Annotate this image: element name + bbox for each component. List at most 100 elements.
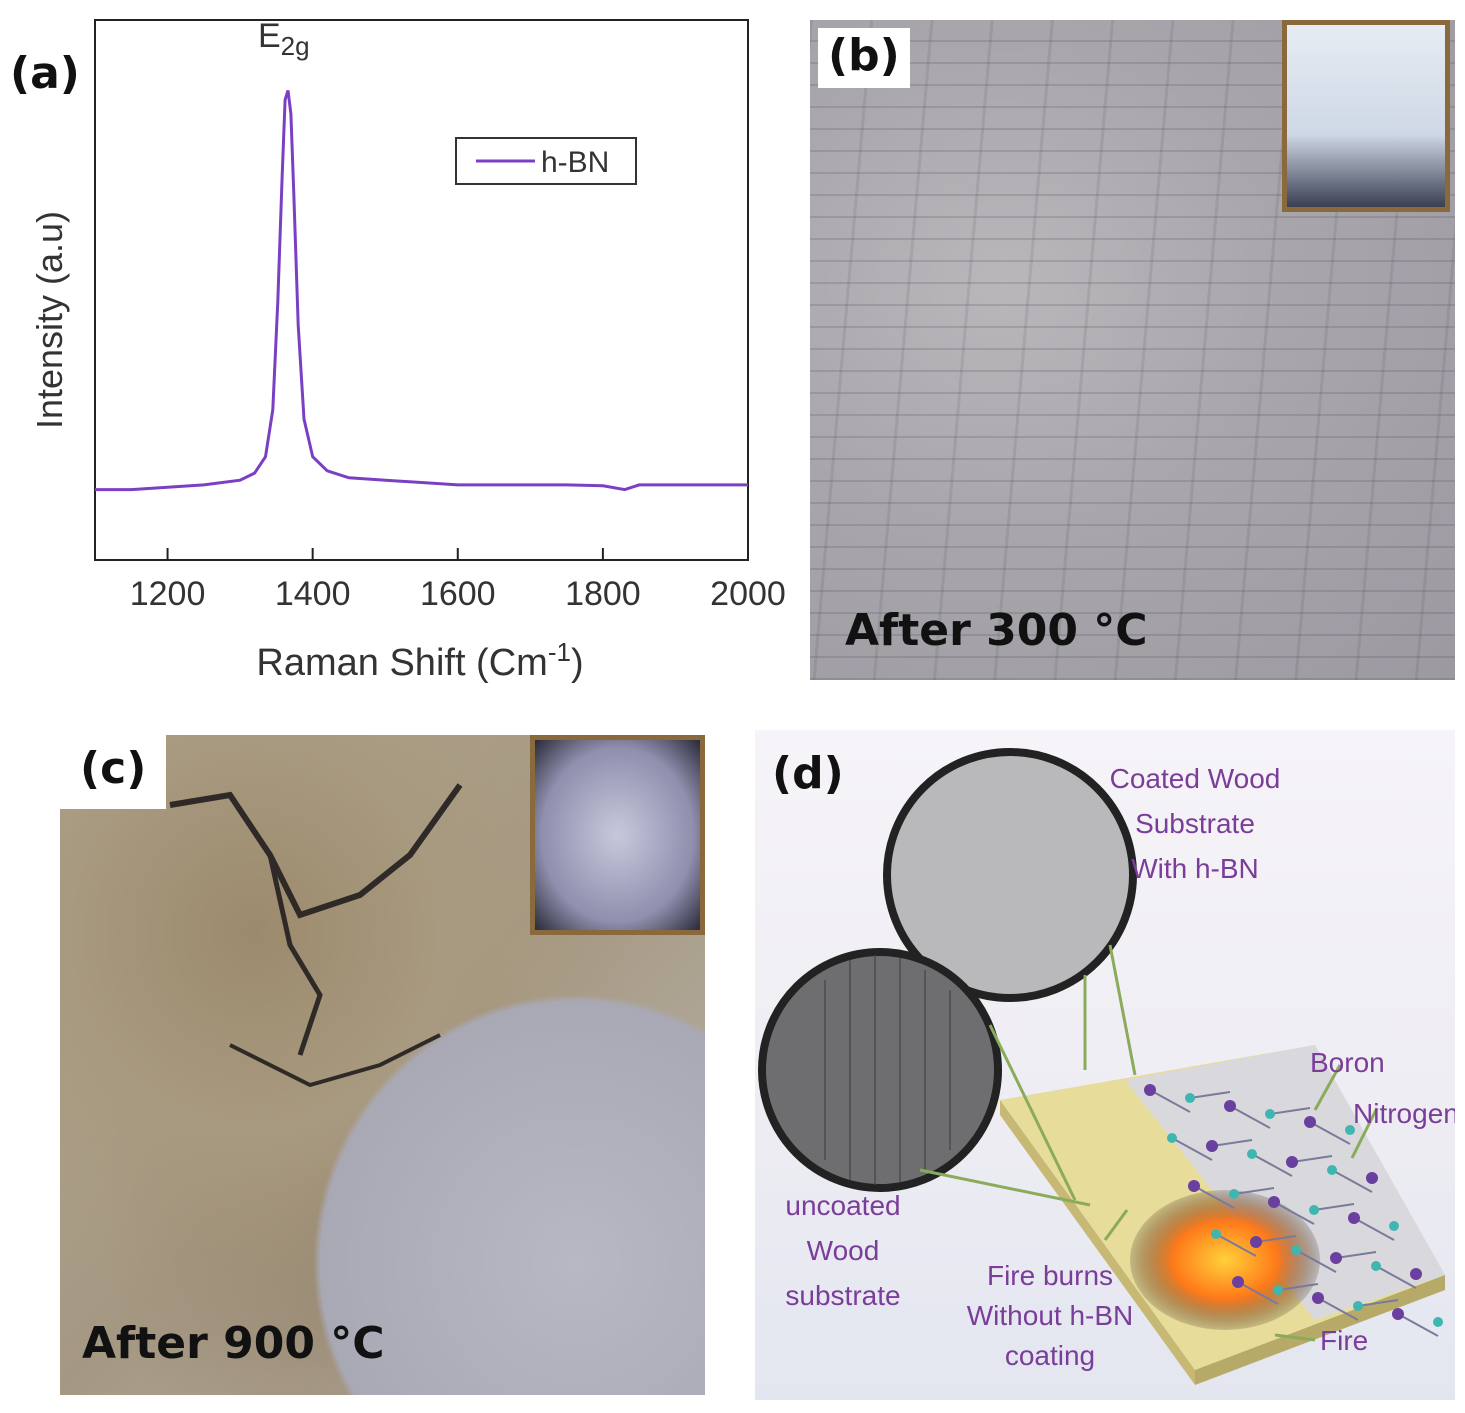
nitrogen-atom bbox=[1265, 1109, 1275, 1119]
caption-after-300: After 300 °C bbox=[845, 605, 1148, 656]
atom-bond bbox=[1277, 1283, 1319, 1291]
svg-text:Fire burns: Fire burns bbox=[987, 1260, 1113, 1291]
atom-bond bbox=[1357, 1299, 1399, 1307]
label-fire-burns: Fire burns Without h-BN coating bbox=[967, 1260, 1134, 1371]
panel-label-a: (a) bbox=[10, 48, 80, 99]
svg-text:Substrate: Substrate bbox=[1135, 808, 1255, 839]
svg-text:uncoated: uncoated bbox=[785, 1190, 900, 1221]
nitrogen-atom bbox=[1291, 1245, 1301, 1255]
svg-text:Wood: Wood bbox=[807, 1235, 880, 1266]
panel-label-b: (b) bbox=[818, 28, 910, 88]
x-tick-label: 1800 bbox=[565, 575, 641, 613]
plot-frame bbox=[94, 19, 749, 561]
atom-bond bbox=[1273, 1201, 1315, 1225]
atom-bond bbox=[1189, 1091, 1231, 1099]
boron-atom bbox=[1392, 1308, 1404, 1320]
atom-bond bbox=[1171, 1137, 1213, 1161]
boron-atom bbox=[1304, 1116, 1316, 1128]
inset-sample-300 bbox=[1282, 20, 1450, 212]
boron-atom bbox=[1268, 1196, 1280, 1208]
svg-text:Coated Wood: Coated Wood bbox=[1110, 763, 1281, 794]
nitrogen-atom bbox=[1389, 1221, 1399, 1231]
panel-label-d: (d) bbox=[772, 748, 844, 799]
boron-atom bbox=[1232, 1276, 1244, 1288]
caption-after-900: After 900 °C bbox=[82, 1318, 385, 1369]
x-axis-label: Raman Shift (Cm-1) bbox=[256, 637, 583, 684]
boron-atom bbox=[1206, 1140, 1218, 1152]
atom-bond bbox=[1229, 1105, 1271, 1129]
boron-atom bbox=[1188, 1180, 1200, 1192]
x-tick-label: 1400 bbox=[275, 575, 351, 613]
svg-text:substrate: substrate bbox=[785, 1280, 900, 1311]
atom-bond bbox=[1317, 1297, 1359, 1321]
nitrogen-atom bbox=[1353, 1301, 1363, 1311]
x-tick-label: 1200 bbox=[130, 575, 206, 613]
panel-label-c: (c) bbox=[60, 735, 167, 809]
label-coated-wood: Coated Wood Substrate With h-BN bbox=[1110, 763, 1281, 884]
x-tick-label: 1600 bbox=[420, 575, 496, 613]
label-uncoated-wood: uncoated Wood substrate bbox=[785, 1190, 900, 1311]
atom-bond bbox=[1255, 1235, 1297, 1243]
boron-atom bbox=[1224, 1100, 1236, 1112]
atom-bond bbox=[1291, 1155, 1333, 1163]
label-boron: Boron bbox=[1310, 1047, 1385, 1078]
uncoated-sem-circle bbox=[758, 948, 1002, 1192]
nitrogen-atom bbox=[1371, 1261, 1381, 1271]
diagram-drawing: Coated Wood Substrate With h-BN uncoated… bbox=[758, 748, 1455, 1385]
atom-bond bbox=[1193, 1185, 1235, 1209]
nitrogen-atom bbox=[1433, 1317, 1443, 1327]
inset-sample-900 bbox=[530, 735, 705, 935]
x-tick-label: 2000 bbox=[710, 575, 786, 613]
atom-bond bbox=[1375, 1265, 1417, 1289]
nitrogen-atom bbox=[1273, 1285, 1283, 1295]
atom-bond bbox=[1269, 1107, 1311, 1115]
nitrogen-atom bbox=[1327, 1165, 1337, 1175]
boron-atom bbox=[1366, 1172, 1378, 1184]
legend-label: h-BN bbox=[541, 146, 609, 179]
boron-atom bbox=[1330, 1252, 1342, 1264]
nitrogen-atom bbox=[1345, 1125, 1355, 1135]
photo-after-900 bbox=[60, 735, 705, 1395]
atom-bond bbox=[1309, 1121, 1351, 1145]
atom-bond bbox=[1313, 1203, 1355, 1211]
boron-atom bbox=[1312, 1292, 1324, 1304]
atom-bond bbox=[1211, 1139, 1253, 1147]
atom-bond bbox=[1233, 1187, 1275, 1195]
svg-text:With h-BN: With h-BN bbox=[1131, 853, 1259, 884]
hbn-lattice bbox=[1144, 1084, 1443, 1337]
raman-chart: 1200 1400 1600 1800 2000 E2g h-BN Intensity … bbox=[29, 17, 786, 684]
hbn-coated-half bbox=[1125, 1045, 1445, 1320]
atom-bond bbox=[1331, 1169, 1373, 1193]
atom-bond bbox=[1237, 1281, 1279, 1305]
fire-icon bbox=[1130, 1190, 1320, 1330]
series-line-h-bn bbox=[95, 89, 748, 492]
y-axis-label: Intensity (a.u) bbox=[29, 211, 70, 429]
coated-sem-circle bbox=[883, 748, 1137, 1002]
crack-lines bbox=[169, 783, 463, 1088]
nitrogen-atom bbox=[1185, 1093, 1195, 1103]
nitrogen-atom bbox=[1211, 1229, 1221, 1239]
atom-bond bbox=[1215, 1233, 1257, 1257]
atom-bond bbox=[1397, 1313, 1439, 1337]
atom-bond bbox=[1149, 1089, 1191, 1113]
label-nitrogen: Nitrogen bbox=[1353, 1098, 1455, 1129]
boron-atom bbox=[1250, 1236, 1262, 1248]
nitrogen-atom bbox=[1309, 1205, 1319, 1215]
peak-annotation: E2g bbox=[258, 17, 310, 61]
label-fire: Fire bbox=[1320, 1325, 1368, 1356]
atom-bond bbox=[1353, 1217, 1395, 1241]
nitrogen-atom bbox=[1167, 1133, 1177, 1143]
atom-bond bbox=[1335, 1251, 1377, 1259]
svg-text:coating: coating bbox=[1005, 1340, 1095, 1371]
boron-atom bbox=[1144, 1084, 1156, 1096]
photo-after-300 bbox=[810, 20, 1455, 680]
legend: h-BN bbox=[455, 137, 637, 185]
svg-text:Without h-BN: Without h-BN bbox=[967, 1300, 1134, 1331]
atom-bond bbox=[1251, 1153, 1293, 1177]
nitrogen-atom bbox=[1229, 1189, 1239, 1199]
nitrogen-atom bbox=[1247, 1149, 1257, 1159]
atom-bond bbox=[1295, 1249, 1337, 1273]
boron-atom bbox=[1286, 1156, 1298, 1168]
boron-atom bbox=[1410, 1268, 1422, 1280]
boron-atom bbox=[1348, 1212, 1360, 1224]
